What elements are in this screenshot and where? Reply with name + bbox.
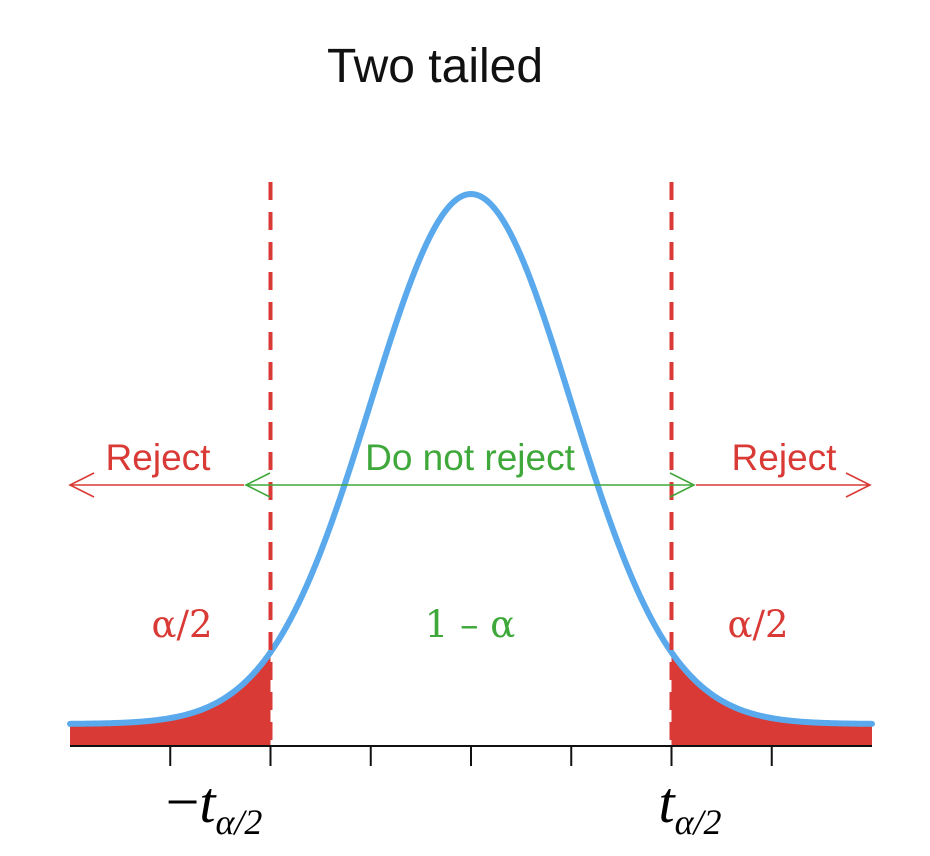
do-not-reject-arrow bbox=[244, 472, 696, 498]
x-axis-ticks bbox=[169, 746, 773, 766]
left-reject-arrow bbox=[68, 472, 244, 498]
critical-t-symbol-right: t bbox=[658, 770, 676, 835]
critical-subscript-left: α/2 bbox=[216, 802, 263, 842]
right-rejection-area bbox=[671, 652, 872, 746]
positive-critical-value-label: tα/2 bbox=[658, 770, 721, 842]
one-minus-alpha-label: 1 – α bbox=[425, 603, 516, 646]
do-not-reject-label: Do not reject bbox=[365, 437, 575, 478]
negative-critical-value-label: −tα/2 bbox=[166, 769, 263, 842]
diagram-title: Two tailed bbox=[327, 40, 543, 93]
reject-right-label: Reject bbox=[732, 437, 838, 478]
negative-sign: − bbox=[166, 769, 200, 835]
alpha-half-right-label: α/2 bbox=[728, 603, 789, 646]
critical-t-symbol-left: t bbox=[199, 770, 217, 835]
alpha-half-left-label: α/2 bbox=[152, 603, 213, 646]
right-reject-arrow bbox=[696, 472, 872, 498]
left-rejection-area bbox=[70, 652, 271, 746]
t-distribution-curve bbox=[67, 191, 875, 727]
critical-subscript-right: α/2 bbox=[675, 802, 722, 842]
reject-left-label: Reject bbox=[106, 437, 212, 478]
